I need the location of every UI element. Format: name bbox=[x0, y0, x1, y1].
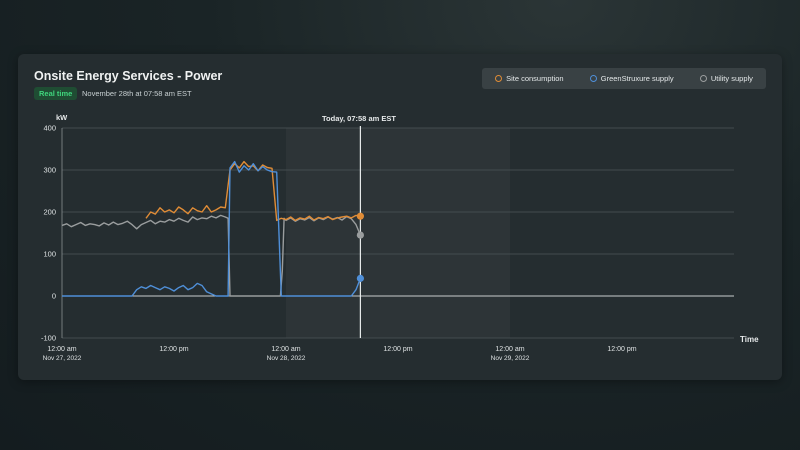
legend-label: Utility supply bbox=[710, 74, 753, 83]
power-chart[interactable]: kW Time Today, 07:58 am EST -100 0 100 200 3… bbox=[18, 54, 782, 380]
x-tick-date-label: Nov 27, 2022 bbox=[43, 355, 82, 362]
chart-legend: Site consumption GreenStruxure supply Ut… bbox=[482, 68, 766, 89]
y-tick-label: 100 bbox=[43, 250, 56, 259]
y-tick-label: 200 bbox=[43, 208, 56, 217]
x-tick-label: 12:00 am bbox=[47, 346, 76, 353]
legend-item-utility-supply[interactable]: Utility supply bbox=[699, 74, 753, 83]
y-axis-label: kW bbox=[56, 113, 68, 122]
series-endpoint-greenstruxure-supply bbox=[356, 274, 364, 282]
y-tick-label: -100 bbox=[41, 334, 56, 343]
timestamp-text: November 28th at 07:58 am EST bbox=[82, 89, 192, 98]
series-endpoint-utility-supply bbox=[356, 231, 364, 239]
x-tick-label: 12:00 am bbox=[271, 346, 300, 353]
legend-label: GreenStruxure supply bbox=[600, 74, 674, 83]
site-consumption-dot-icon bbox=[495, 75, 503, 82]
x-axis-label: Time bbox=[740, 335, 759, 344]
y-tick-label: 300 bbox=[43, 166, 56, 175]
x-tick-date-label: Nov 28, 2022 bbox=[267, 355, 306, 362]
y-tick-label: 400 bbox=[43, 124, 56, 133]
series-endpoint-site-consumption bbox=[356, 212, 364, 220]
y-tick-label: 0 bbox=[52, 292, 56, 301]
now-label: Today, 07:58 am EST bbox=[322, 114, 396, 123]
legend-item-greenstruxure-supply[interactable]: GreenStruxure supply bbox=[589, 74, 674, 83]
legend-label: Site consumption bbox=[506, 74, 564, 83]
utility-supply-dot-icon bbox=[699, 75, 707, 82]
day-band-shade bbox=[286, 128, 510, 338]
page-title: Onsite Energy Services - Power bbox=[34, 69, 223, 83]
series-line-greenstruxure-supply bbox=[62, 160, 362, 297]
x-tick-label: 12:00 pm bbox=[383, 346, 412, 353]
power-panel: Onsite Energy Services - Power Real time… bbox=[18, 54, 782, 380]
x-tick-label: 12:00 pm bbox=[159, 346, 188, 353]
x-tick-date-label: Nov 29, 2022 bbox=[491, 355, 530, 362]
series-line-site-consumption bbox=[145, 160, 361, 222]
realtime-badge[interactable]: Real time bbox=[34, 87, 78, 100]
x-tick-label: 12:00 am bbox=[495, 346, 524, 353]
legend-item-site-consumption[interactable]: Site consumption bbox=[495, 74, 564, 83]
x-tick-label: 12:00 pm bbox=[607, 346, 636, 353]
greenstruxure-supply-dot-icon bbox=[589, 75, 597, 82]
